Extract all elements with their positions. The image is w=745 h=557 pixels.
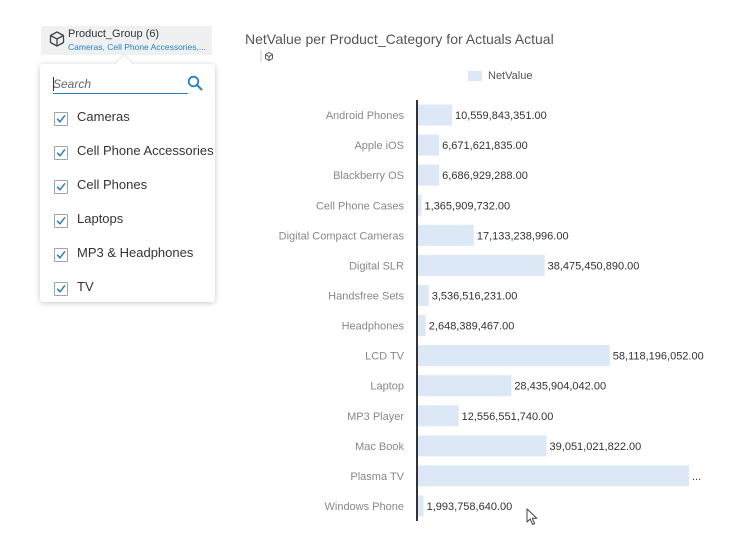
cube-icon xyxy=(49,31,65,47)
checkbox[interactable] xyxy=(54,180,68,194)
option-label: Laptops xyxy=(77,211,124,226)
checkbox[interactable] xyxy=(54,282,68,296)
filter-option[interactable]: MP3 & Headphones xyxy=(53,244,213,266)
data-label: 6,671,621,835.00 xyxy=(442,140,528,152)
filter-option[interactable]: Cell Phone Accessories xyxy=(53,142,214,164)
category-label: Headphones xyxy=(342,321,405,333)
data-label: ... xyxy=(692,471,701,483)
category-label: Blackberry OS xyxy=(333,170,404,182)
option-label: Cameras xyxy=(77,109,130,124)
category-label: Digital SLR xyxy=(349,260,404,272)
category-label: Plasma TV xyxy=(350,471,404,483)
bar[interactable] xyxy=(417,345,610,367)
bar[interactable] xyxy=(417,435,547,457)
checkbox[interactable] xyxy=(54,214,68,228)
mouse-pointer-icon xyxy=(526,508,538,525)
bar[interactable] xyxy=(417,315,426,337)
data-label: 10,559,843,351.00 xyxy=(455,110,547,122)
checkmark-icon xyxy=(56,285,66,293)
model-cube-icon xyxy=(260,50,273,62)
bar[interactable] xyxy=(417,375,512,397)
search-icon[interactable] xyxy=(187,75,203,91)
option-label: MP3 & Headphones xyxy=(77,245,194,260)
category-label: Handsfree Sets xyxy=(328,290,404,302)
category-label: Laptop xyxy=(370,381,404,393)
option-label: Cell Phone Accessories xyxy=(77,143,214,158)
data-label: 1,365,909,732.00 xyxy=(425,200,511,212)
checkmark-icon xyxy=(56,183,66,191)
category-label: Digital Compact Cameras xyxy=(279,230,405,242)
data-label: 12,556,551,740.00 xyxy=(462,411,554,423)
text-cursor xyxy=(53,77,54,91)
filter-option[interactable]: Cameras xyxy=(53,108,213,130)
data-label: 1,993,758,640.00 xyxy=(427,501,513,513)
category-label: Apple iOS xyxy=(354,140,404,152)
checkmark-icon xyxy=(56,217,66,225)
data-label: 17,133,238,996.00 xyxy=(477,230,569,242)
bar[interactable] xyxy=(417,284,429,306)
bar[interactable] xyxy=(417,465,689,487)
checkmark-icon xyxy=(56,251,66,259)
chart-title: NetValue per Product_Category for Actual… xyxy=(245,31,554,47)
category-label: Cell Phone Cases xyxy=(316,200,405,212)
filter-option[interactable]: Cell Phones xyxy=(53,176,213,198)
checkmark-icon xyxy=(56,149,66,157)
filter-selected-summary: Cameras, Cell Phone Accessories,... xyxy=(68,42,206,52)
data-label: 58,118,196,052.00 xyxy=(613,351,704,363)
legend-label-netvalue: NetValue xyxy=(488,70,533,82)
option-label: Cell Phones xyxy=(77,177,148,192)
category-label: MP3 Player xyxy=(347,411,404,423)
filter-option[interactable]: Laptops xyxy=(53,210,213,232)
checkbox[interactable] xyxy=(54,146,68,160)
checkbox[interactable] xyxy=(54,112,68,126)
filter-dropdown: Cameras Cell Phone Accessories Cell Phones… xyxy=(40,64,215,302)
bar[interactable] xyxy=(417,495,424,517)
data-label: 28,435,904,042.00 xyxy=(514,381,606,393)
data-label: 6,686,929,288.00 xyxy=(442,170,528,182)
data-label: 3,536,516,231.00 xyxy=(432,290,518,302)
category-label: Mac Book xyxy=(355,441,404,453)
bar[interactable] xyxy=(417,164,440,186)
bar[interactable] xyxy=(417,405,459,427)
category-label: Android Phones xyxy=(326,110,405,122)
category-label: Windows Phone xyxy=(325,501,405,513)
product-group-filter-chip[interactable]: Product_Group (6) Cameras, Cell Phone Ac… xyxy=(41,26,212,55)
checkmark-icon xyxy=(56,115,66,123)
legend-swatch-netvalue xyxy=(468,71,482,81)
option-label: TV xyxy=(77,279,94,294)
filter-option[interactable]: TV xyxy=(53,278,213,300)
bar[interactable] xyxy=(417,194,422,216)
filter-title: Product_Group (6) xyxy=(68,28,160,40)
data-label: 2,648,389,467.00 xyxy=(429,321,515,333)
bar[interactable] xyxy=(417,134,440,156)
bar[interactable] xyxy=(417,104,453,126)
data-label: 39,051,021,822.00 xyxy=(550,441,642,453)
search-input[interactable] xyxy=(53,75,178,92)
data-label: 38,475,450,890.00 xyxy=(548,260,640,272)
search-box xyxy=(53,75,188,94)
bar[interactable] xyxy=(417,224,474,246)
bar[interactable] xyxy=(417,254,545,276)
checkbox[interactable] xyxy=(54,248,68,262)
category-label: LCD TV xyxy=(365,351,405,363)
